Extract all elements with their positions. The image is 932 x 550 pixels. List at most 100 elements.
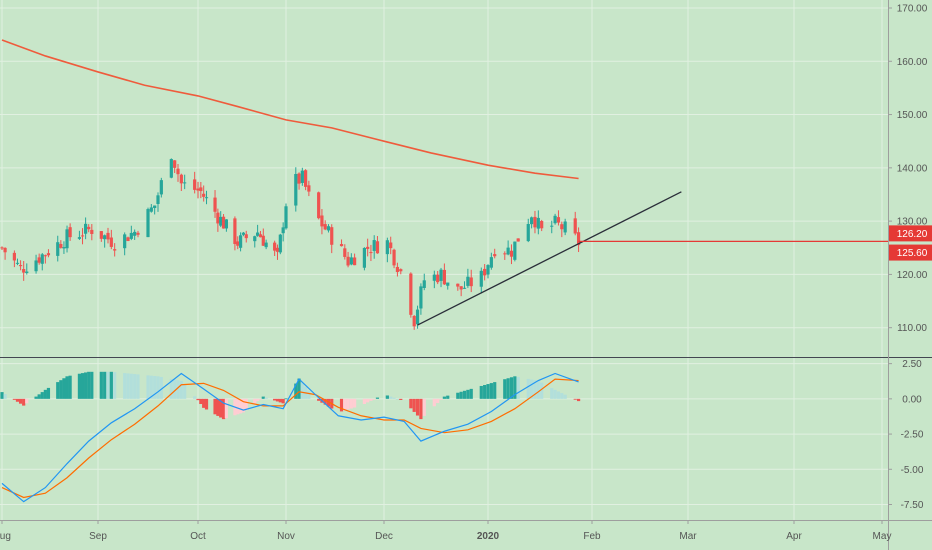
macd-histogram-bar-32 (146, 375, 150, 399)
candle-body-52 (233, 218, 237, 245)
candle-body-72 (317, 192, 321, 219)
macd-histogram-bar-30 (133, 374, 137, 399)
candle-body-101 (446, 282, 450, 286)
macd-histogram-bar-106 (469, 388, 473, 399)
candle-body-9 (40, 254, 44, 264)
candle-body-86 (375, 241, 380, 254)
macd-pane[interactable] (0, 371, 581, 503)
price-badge-1 (889, 244, 932, 261)
macd-histogram-bar-105 (466, 389, 470, 399)
candle-body-108 (483, 268, 487, 276)
macd-histogram-bar-94 (415, 398, 420, 416)
price-pane[interactable] (0, 39, 888, 330)
price-axis-tick-1: 120.00 (897, 270, 928, 281)
candle-body-21 (90, 229, 94, 234)
macd-histogram-bar-91 (399, 398, 403, 400)
trendline (417, 191, 682, 326)
macd-histogram-bar-42 (193, 396, 197, 399)
candle-body-8 (37, 257, 41, 263)
candle-body-70 (304, 170, 308, 187)
macd-histogram-bar-55 (241, 398, 246, 413)
candle-body-116 (516, 238, 520, 242)
macd-histogram-bar-14 (62, 378, 66, 399)
candle-body-69 (300, 170, 304, 183)
candle-body-25 (109, 237, 113, 247)
candle-body-120 (536, 217, 540, 229)
macd-histogram-bar-112 (503, 379, 507, 399)
macd-histogram-bar-96 (422, 398, 426, 416)
candle-body-12 (56, 242, 60, 256)
macd-histogram-bar-72 (317, 398, 321, 401)
candle-body-46 (204, 197, 209, 199)
time-axis-tick-9: May (873, 531, 892, 542)
candle-body-126 (563, 221, 567, 233)
candle-body-106 (469, 277, 473, 287)
macd-histogram-bar-83 (366, 398, 370, 403)
macd-histogram-bar-124 (556, 391, 561, 399)
macd-histogram-bar-38 (173, 379, 177, 399)
candle-body-83 (366, 246, 370, 249)
candle-body-110 (489, 257, 493, 268)
macd-histogram-bar-13 (59, 380, 63, 399)
macd-histogram-bar-79 (346, 398, 350, 410)
macd-histogram-bar-1 (3, 394, 7, 399)
macd-histogram-bar-28 (126, 373, 130, 399)
price-axis-tick-0: 110.00 (897, 323, 927, 334)
macd-histogram-bar-53 (236, 398, 240, 415)
candle-body-33 (149, 207, 153, 212)
price-axis[interactable]: 110.00 120.00 130.00 140.00 150.00 160.00 170.… (888, 0, 932, 550)
macd-histogram-bar-101 (446, 395, 450, 399)
macd-histogram-bar-93 (412, 398, 416, 412)
candle-body-39 (176, 168, 180, 175)
time-axis[interactable]: Aug Sep Oct Nov Dec 2020 Feb Mar Apr May (0, 520, 932, 542)
candle-body-4 (18, 265, 23, 267)
macd-histogram-bar-68 (297, 378, 301, 399)
macd-histogram-bar-27 (123, 373, 127, 399)
macd-histogram-bar-97 (432, 398, 436, 407)
candle-body-43 (196, 188, 200, 191)
candle-body-93 (412, 315, 416, 327)
macd-histogram-bar-119 (533, 380, 537, 399)
candle-body-100 (442, 269, 446, 285)
candle-body-80 (349, 257, 353, 265)
candle-body-104 (462, 287, 467, 289)
candle-body-2 (12, 252, 16, 261)
candle-body-75 (326, 226, 331, 231)
candle-body-113 (506, 247, 510, 255)
macd-histogram-bar-56 (244, 398, 248, 411)
time-axis-tick-4: Dec (375, 531, 393, 542)
macd-histogram-bar-81 (353, 398, 357, 408)
macd-histogram-bar-67 (294, 383, 298, 399)
candle-body-111 (493, 254, 497, 257)
candle-body-99 (439, 269, 443, 281)
candle-body-37 (169, 159, 173, 178)
price-axis-tick-5: 160.00 (897, 57, 928, 68)
macd-histogram-bar-21 (90, 371, 94, 399)
candle-body-125 (560, 224, 564, 230)
macd-histogram-bar-69 (300, 382, 304, 399)
macd-histogram-bar-118 (530, 379, 534, 399)
macd-axis-tick-2: -2.50 (901, 430, 924, 441)
macd-histogram-bar-57 (253, 398, 257, 404)
macd-histogram-bar-2 (12, 398, 16, 400)
macd-histogram-bar-25 (109, 371, 113, 399)
macd-histogram-bar-46 (204, 398, 209, 410)
candle-body-91 (399, 269, 403, 272)
price-axis-tick-6: 170.00 (897, 3, 928, 14)
candle-body-13 (59, 243, 63, 248)
candle-body-112 (503, 253, 507, 255)
candle-body-56 (244, 234, 248, 239)
macd-histogram-bar-75 (326, 398, 331, 407)
macd-histogram-bar-9 (40, 392, 44, 399)
macd-histogram-bar-36 (159, 376, 163, 399)
macd-histogram-bar-64 (278, 398, 282, 403)
candle-body-29 (129, 232, 133, 239)
moving-average-line (1, 39, 579, 180)
candle-body-53 (236, 241, 240, 246)
candle-body-7 (34, 260, 38, 272)
price-badge-0 (889, 225, 932, 242)
candle-body-102 (456, 283, 460, 287)
candle-body-22 (99, 231, 103, 239)
candle-body-40 (179, 174, 183, 184)
macd-histogram-bar-100 (442, 396, 446, 399)
